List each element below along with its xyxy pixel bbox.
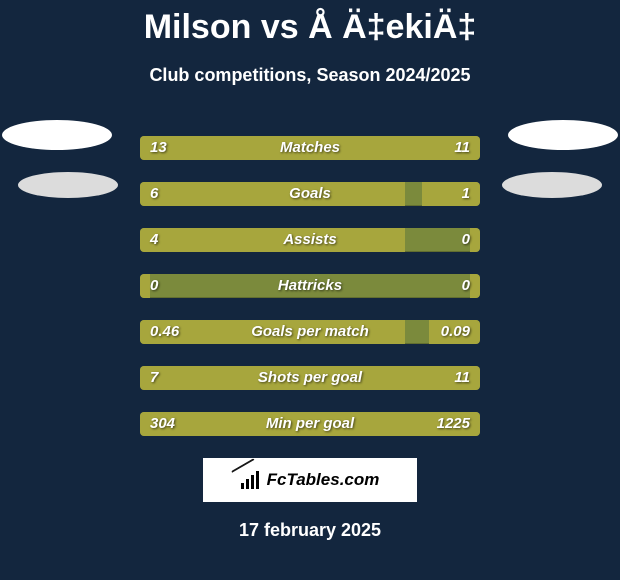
stat-bar-row: 00Hattricks <box>140 274 480 298</box>
date-text: 17 february 2025 <box>0 520 620 541</box>
avatar-left <box>0 120 120 198</box>
avatar-ellipse <box>2 120 112 150</box>
logo-text: FcTables.com <box>267 470 380 490</box>
avatar-ellipse <box>18 172 118 198</box>
stat-bars: 1311Matches 61Goals 40Assists 00Hattricks 0.… <box>140 136 480 436</box>
bar-label: Matches <box>140 136 480 160</box>
bar-label: Hattricks <box>140 274 480 298</box>
stat-bar-row: 0.460.09Goals per match <box>140 320 480 344</box>
stat-bar-row: 40Assists <box>140 228 480 252</box>
bar-label: Assists <box>140 228 480 252</box>
avatar-ellipse <box>508 120 618 150</box>
stat-bar-row: 61Goals <box>140 182 480 206</box>
avatar-ellipse <box>502 172 602 198</box>
stat-bar-row: 1311Matches <box>140 136 480 160</box>
subtitle: Club competitions, Season 2024/2025 <box>0 65 620 86</box>
logo-box: FcTables.com <box>203 458 417 502</box>
stat-bar-row: 3041225Min per goal <box>140 412 480 436</box>
avatar-right <box>500 120 620 198</box>
stat-bar-row: 711Shots per goal <box>140 366 480 390</box>
page-title: Milson vs Å Ä‡ekiÄ‡ <box>0 0 620 47</box>
logo-chart-icon <box>241 471 263 489</box>
fctables-logo: FcTables.com <box>241 470 380 490</box>
bar-label: Min per goal <box>140 412 480 436</box>
bar-label: Goals <box>140 182 480 206</box>
bar-label: Shots per goal <box>140 366 480 390</box>
bar-label: Goals per match <box>140 320 480 344</box>
